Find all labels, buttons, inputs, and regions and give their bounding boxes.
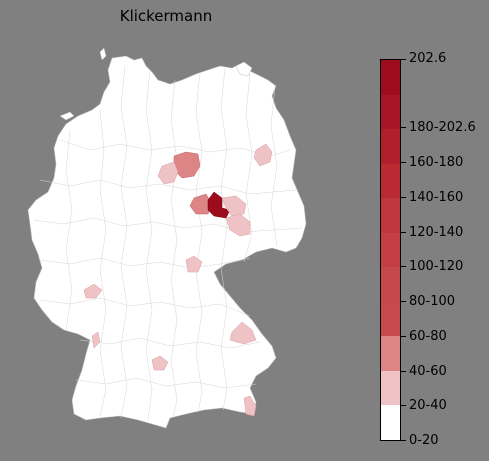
colorbar-segment bbox=[381, 301, 400, 337]
region-biberach[interactable] bbox=[151, 355, 169, 371]
colorbar-tick bbox=[401, 196, 406, 198]
colorbar-segment bbox=[381, 267, 400, 302]
colorbar-tick bbox=[401, 370, 406, 372]
map-title: Klickermann bbox=[119, 7, 213, 25]
colorbar-label: 40-60 bbox=[409, 363, 447, 379]
island-shape bbox=[235, 61, 253, 77]
colorbar-segment bbox=[381, 59, 400, 95]
region-oder-spree[interactable] bbox=[253, 143, 273, 167]
region-bad-kreuznach[interactable] bbox=[83, 283, 103, 299]
colorbar-segment bbox=[381, 370, 400, 406]
colorbar-label: 60-80 bbox=[409, 328, 447, 344]
region-elbe-elster[interactable] bbox=[225, 213, 251, 237]
colorbar-label: 120-140 bbox=[409, 224, 464, 240]
colorbar-label: 20-40 bbox=[409, 398, 447, 414]
region-coburg[interactable] bbox=[185, 255, 203, 273]
colorbar-label: 160-180 bbox=[409, 155, 464, 171]
colorbar-tick bbox=[401, 162, 406, 164]
colorbar-tick bbox=[401, 231, 406, 233]
colorbar-segment bbox=[381, 232, 400, 268]
colorbar-label: 100-120 bbox=[409, 259, 464, 275]
region-altmark[interactable] bbox=[157, 161, 179, 185]
island-shape bbox=[59, 111, 75, 121]
colorbar-segment bbox=[381, 129, 400, 164]
colorbar-segment bbox=[381, 94, 400, 130]
colorbar-segment bbox=[381, 163, 400, 199]
colorbar-max-label: 202.6 bbox=[409, 51, 447, 66]
germany-outline bbox=[27, 55, 307, 429]
colorbar bbox=[380, 59, 401, 441]
region-berchtesgadener-land[interactable] bbox=[243, 395, 257, 417]
colorbar-tick bbox=[401, 440, 406, 441]
island-shape bbox=[99, 47, 107, 61]
region-wittenberg[interactable] bbox=[221, 195, 247, 217]
colorbar-label: 180-202.6 bbox=[409, 120, 476, 136]
region-boerde[interactable] bbox=[189, 193, 213, 215]
colorbar-segment bbox=[381, 198, 400, 233]
colorbar-label: 0-20 bbox=[409, 433, 439, 448]
colorbar-tick bbox=[401, 127, 406, 129]
colorbar-tick bbox=[401, 335, 406, 337]
colorbar-label: 80-100 bbox=[409, 294, 456, 310]
colorbar-label: 140-160 bbox=[409, 189, 464, 205]
colorbar-tick bbox=[401, 59, 406, 60]
region-altoetting[interactable] bbox=[229, 321, 257, 345]
region-karlsruhe[interactable] bbox=[91, 331, 101, 349]
colorbar-segment bbox=[381, 405, 400, 440]
colorbar-tick bbox=[401, 266, 406, 268]
colorbar-tick bbox=[401, 405, 406, 407]
colorbar-segment bbox=[381, 336, 400, 371]
colorbar-tick bbox=[401, 301, 406, 303]
